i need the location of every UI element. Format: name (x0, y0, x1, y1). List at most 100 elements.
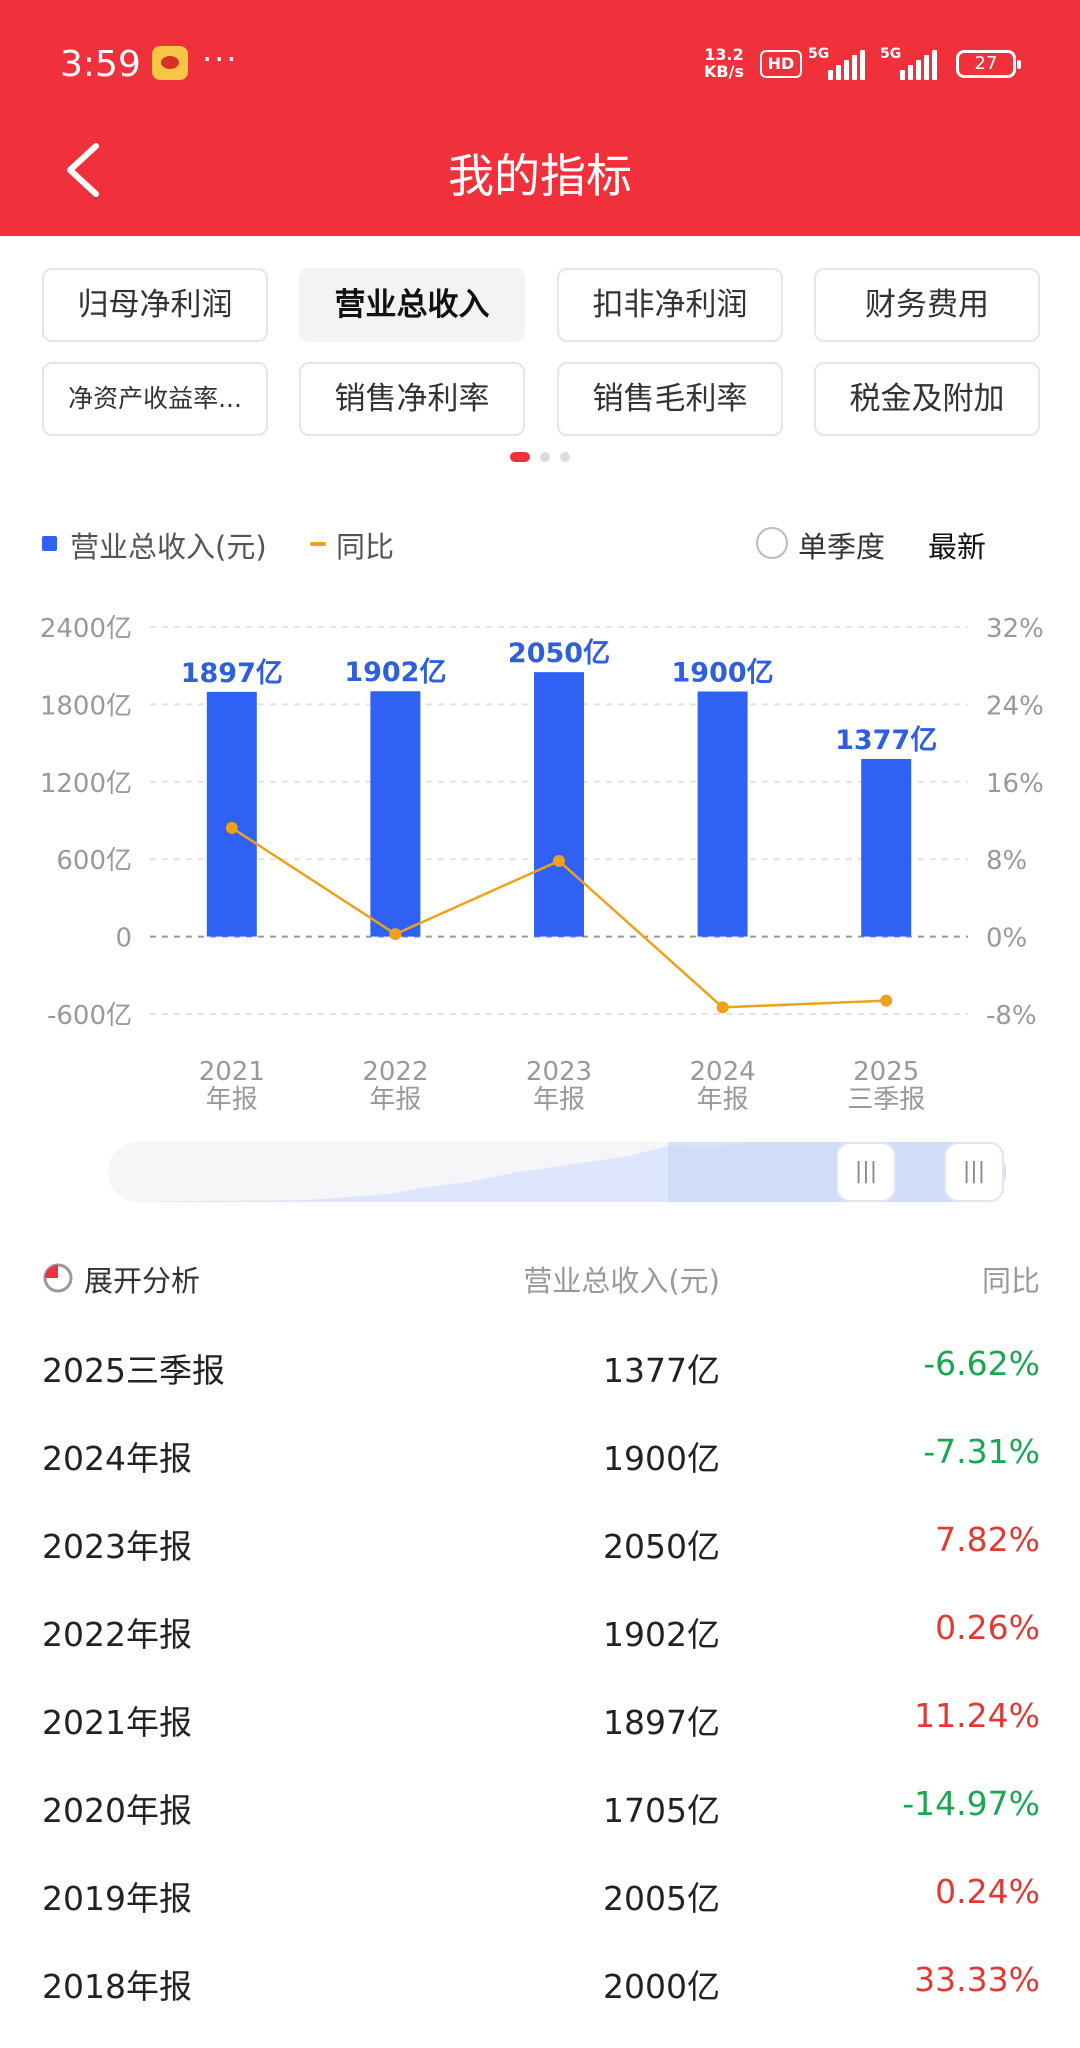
x-tick-label-year: 2022 (362, 1057, 428, 1087)
yoy-legend-label: 同比 (336, 530, 395, 564)
y-left-tick-label: 600亿 (56, 846, 132, 876)
revenue-cell: 2005亿 (603, 1879, 720, 1918)
table-row[interactable]: 2019年报 2005亿 0.24% (42, 1872, 1040, 1960)
more-notifications-icon: ··· (202, 40, 239, 78)
yoy-column-header: 同比 (981, 1264, 1040, 1298)
table-row[interactable]: 2023年报 2050亿 7.82% (42, 1520, 1040, 1608)
tab-metric[interactable]: 净资产收益率... (42, 362, 268, 436)
battery-icon: 27 (956, 50, 1021, 78)
tab-metric[interactable]: 销售净利率 (299, 362, 525, 436)
revenue-chart: 2400亿 1800亿 1200亿 600亿 0 -600亿 32% 24% 16% 8% 0% -8… (40, 614, 1044, 1115)
yoy-cell: 7.82% (935, 1520, 1040, 1559)
network-speed: 13.2 KB/s (704, 46, 744, 80)
tab-metric[interactable]: 归母净利润 (42, 268, 268, 342)
x-tick-label-year: 2025 (853, 1057, 919, 1087)
yoy-cell: 0.24% (935, 1872, 1040, 1911)
period-cell: 2020年报 (42, 1791, 192, 1830)
yoy-point (225, 821, 238, 834)
revenue-cell: 2050亿 (603, 1527, 720, 1566)
table-row[interactable]: 2025三季报 1377亿 -6.62% (42, 1344, 1040, 1432)
page-title: 我的指标 (448, 149, 632, 203)
y-right-tick-label: -8% (986, 1001, 1037, 1031)
y-right-tick-label: 24% (986, 691, 1044, 721)
x-tick-label-type: 年报 (697, 1085, 749, 1115)
x-tick-label-year: 2023 (526, 1057, 592, 1087)
yoy-cell: 11.24% (914, 1696, 1040, 1735)
page-dot (540, 452, 550, 462)
tab-metric[interactable]: 税金及附加 (814, 362, 1040, 436)
yoy-point (389, 928, 402, 941)
table-row[interactable]: 2020年报 1705亿 -14.97% (42, 1784, 1040, 1872)
period-cell: 2021年报 (42, 1703, 192, 1742)
bar-value-label: 1897亿 (181, 658, 283, 689)
back-button[interactable] (56, 140, 112, 200)
y-right-tick-label: 32% (986, 614, 1044, 644)
network-speed-unit: KB/s (704, 62, 744, 81)
bar-value-label: 2050亿 (508, 638, 610, 669)
yoy-cell: -14.97% (902, 1784, 1040, 1823)
x-tick-label-type: 年报 (369, 1085, 421, 1115)
table-row[interactable]: 2022年报 1902亿 0.26% (42, 1608, 1040, 1696)
latest-button[interactable]: 最新 (928, 530, 987, 564)
x-tick-label-year: 2024 (690, 1057, 756, 1087)
yoy-cell: -6.62% (923, 1344, 1040, 1383)
period-cell: 2019年报 (42, 1879, 192, 1918)
revenue-bar (697, 691, 748, 937)
app-header: 3:59 ··· 13.2 KB/s HD 5G 5G 27 我的指标 (0, 0, 1080, 236)
bar-value-label: 1377亿 (835, 725, 937, 756)
revenue-legend-swatch (42, 536, 57, 551)
revenue-cell: 2000亿 (603, 1967, 720, 2006)
bar-value-label: 1900亿 (672, 658, 774, 689)
hd-voice-icon: HD (760, 50, 802, 78)
bar-value-label: 1902亿 (344, 657, 446, 688)
revenue-cell: 1900亿 (603, 1439, 720, 1478)
y-left-tick-label: 2400亿 (40, 614, 132, 644)
single-quarter-radio[interactable] (756, 527, 788, 559)
yoy-cell: 0.26% (935, 1608, 1040, 1647)
y-right-tick-label: 16% (986, 769, 1044, 799)
revenue-cell: 1897亿 (603, 1703, 720, 1742)
yoy-point (553, 854, 565, 867)
network-speed-value: 13.2 (704, 45, 744, 64)
period-cell: 2018年报 (42, 1967, 192, 2006)
period-cell: 2022年报 (42, 1615, 192, 1654)
single-quarter-label[interactable]: 单季度 (798, 530, 886, 564)
table-header: 展开分析 营业总收入(元) 同比 (42, 1258, 1040, 1304)
revenue-legend-label: 营业总收入(元) (70, 530, 267, 564)
x-tick-label-type: 年报 (206, 1085, 258, 1115)
expand-analysis-button[interactable]: 展开分析 (84, 1264, 201, 1298)
range-slider-left-handle[interactable]: ||| (836, 1142, 896, 1202)
tab-metric[interactable]: 扣非净利润 (557, 268, 783, 342)
weibo-notification-icon (152, 46, 188, 80)
revenue-bar (534, 672, 584, 937)
revenue-cell: 1902亿 (603, 1615, 720, 1654)
yoy-legend-swatch (310, 542, 326, 546)
signal-strength-icon: 5G (808, 46, 870, 82)
revenue-bar (861, 758, 912, 937)
yoy-point (716, 1001, 729, 1014)
x-tick-label-year: 2021 (199, 1057, 265, 1087)
revenue-cell: 1377亿 (603, 1351, 720, 1390)
chevron-left-icon (67, 143, 99, 197)
period-cell: 2024年报 (42, 1439, 192, 1478)
period-cell: 2025三季报 (42, 1351, 225, 1390)
y-right-tick-label: 8% (986, 846, 1027, 876)
tab-metric[interactable]: 财务费用 (814, 268, 1040, 342)
tab-metric[interactable]: 销售毛利率 (557, 362, 783, 436)
y-right-tick-label: 0% (986, 924, 1027, 954)
table-row[interactable]: 2024年报 1900亿 -7.31% (42, 1432, 1040, 1520)
y-left-tick-label: 1200亿 (40, 769, 132, 799)
network-type-label: 5G (808, 46, 830, 62)
page-dot-active (510, 452, 530, 462)
pie-chart-icon (43, 1263, 73, 1293)
tab-metric[interactable]: 营业总收入 (299, 268, 525, 342)
table-row[interactable]: 2018年报 2000亿 33.33% (42, 1960, 1040, 2048)
x-tick-label-type: 三季报 (847, 1085, 925, 1115)
y-left-tick-label: 0 (115, 924, 132, 954)
table-row[interactable]: 2021年报 1897亿 11.24% (42, 1696, 1040, 1784)
network-type-label: 5G (880, 46, 902, 62)
signal-strength-icon: 5G (880, 46, 942, 82)
range-slider-right-handle[interactable]: ||| (944, 1142, 1004, 1202)
revenue-column-header: 营业总收入(元) (523, 1264, 720, 1298)
revenue-cell: 1705亿 (603, 1791, 720, 1830)
